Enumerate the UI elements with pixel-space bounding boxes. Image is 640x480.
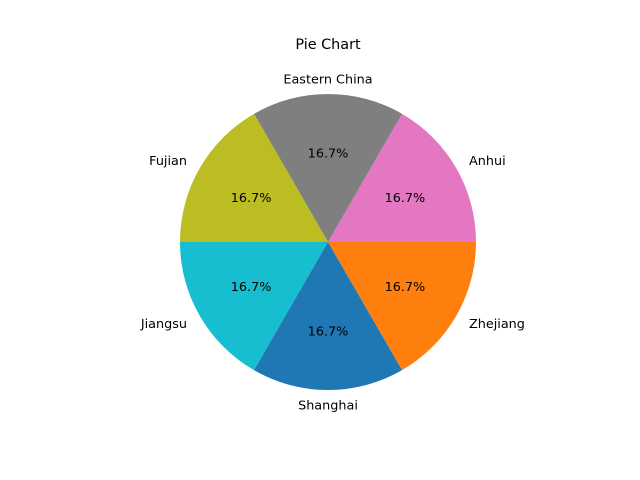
pie-slice-eastern-china <box>254 94 402 242</box>
pie-slices <box>180 94 477 390</box>
pie-percent-label: 16.7% <box>308 324 349 339</box>
pie-percent-label: 16.7% <box>385 280 426 295</box>
pie-percent-label: 16.7% <box>231 280 272 295</box>
pie-category-label: Fujian <box>149 154 187 169</box>
pie-labels: 16.7% Zhejiang 16.7% Anhui 16.7% Eastern Chin… <box>140 73 525 414</box>
pie-slice-jiangsu <box>180 242 328 371</box>
pie-category-label: Anhui <box>469 154 506 169</box>
pie-slice-anhui <box>328 113 477 242</box>
pie-slice-shanghai <box>254 242 402 390</box>
chart-title: Pie Chart <box>295 37 361 53</box>
pie-slice-fujian <box>180 113 328 242</box>
pie-category-label: Zhejiang <box>469 317 525 332</box>
pie-category-label: Jiangsu <box>140 317 187 332</box>
pie-slice-zhejiang <box>328 242 476 371</box>
pie-category-label: Eastern China <box>283 73 372 88</box>
pie-percent-label: 16.7% <box>231 191 272 206</box>
pie-category-label: Shanghai <box>298 398 358 413</box>
pie-percent-label: 16.7% <box>308 147 349 162</box>
pie-percent-label: 16.7% <box>385 191 426 206</box>
